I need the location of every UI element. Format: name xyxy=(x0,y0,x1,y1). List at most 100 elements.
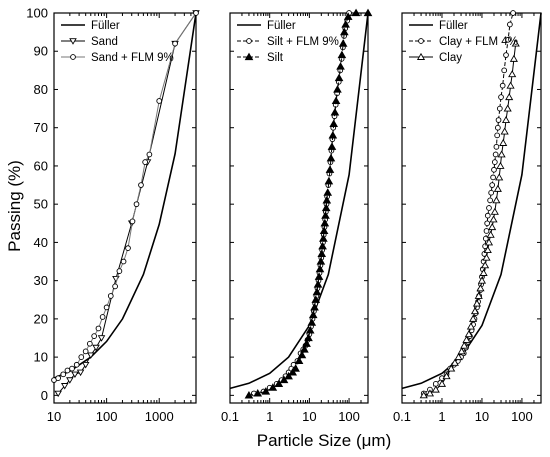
marker-shape xyxy=(91,333,98,339)
data-point xyxy=(107,293,114,299)
y-tick-label: 70 xyxy=(34,120,48,135)
data-point xyxy=(86,340,93,347)
marker-shape xyxy=(333,85,342,93)
legend-label: Silt + FLM 9% xyxy=(267,36,339,48)
data-point xyxy=(431,385,440,393)
data-point xyxy=(464,330,473,338)
data-point xyxy=(506,81,515,89)
marker-shape xyxy=(363,8,373,17)
marker-shape xyxy=(484,220,491,227)
data-point xyxy=(498,94,504,100)
data-point xyxy=(319,234,328,242)
marker-shape xyxy=(470,307,480,315)
data-point xyxy=(146,151,153,158)
data-point xyxy=(253,389,263,397)
marker-shape xyxy=(466,322,476,330)
y-tick-label: 80 xyxy=(34,82,48,97)
marker-shape xyxy=(491,166,497,173)
marker-shape xyxy=(326,153,336,162)
data-point xyxy=(103,304,110,311)
data-point xyxy=(363,8,373,17)
y-axis-label: Passing (%) xyxy=(5,160,24,252)
data-point xyxy=(495,117,502,123)
data-point xyxy=(503,52,509,58)
data-point xyxy=(125,245,131,251)
marker-shape xyxy=(307,318,317,326)
data-point xyxy=(479,268,488,276)
marker-shape xyxy=(483,245,492,254)
data-point xyxy=(324,176,334,185)
data-point xyxy=(95,325,102,332)
marker-shape xyxy=(508,70,517,78)
data-point xyxy=(500,127,509,135)
marker-shape xyxy=(507,21,513,28)
data-point xyxy=(330,108,340,116)
marker-shape xyxy=(490,207,499,215)
data-point xyxy=(486,230,495,238)
data-point xyxy=(490,207,499,215)
data-point xyxy=(297,350,307,359)
marker-shape xyxy=(442,372,451,380)
data-point xyxy=(477,276,487,284)
data-point xyxy=(304,333,313,342)
marker-shape xyxy=(71,371,79,379)
data-point xyxy=(97,335,106,342)
marker-shape xyxy=(321,211,330,219)
data-point xyxy=(491,159,498,165)
marker-shape xyxy=(107,293,114,299)
data-point xyxy=(291,364,300,372)
marker-shape xyxy=(328,130,338,139)
marker-shape xyxy=(66,377,74,384)
data-point xyxy=(489,182,496,188)
marker-shape xyxy=(86,340,93,347)
data-point xyxy=(86,352,95,359)
marker-shape xyxy=(489,215,498,223)
series-3 xyxy=(419,39,520,399)
marker-shape xyxy=(315,264,325,273)
data-point xyxy=(341,20,350,28)
marker-shape xyxy=(319,234,328,242)
data-point xyxy=(318,241,327,250)
data-point xyxy=(133,201,140,208)
data-point xyxy=(470,307,480,315)
data-point xyxy=(60,371,67,378)
series-line xyxy=(57,12,197,394)
marker-shape xyxy=(447,364,456,372)
marker-shape xyxy=(116,268,123,274)
marker-shape xyxy=(499,82,506,89)
marker-shape xyxy=(330,108,340,116)
marker-shape xyxy=(304,333,313,342)
data-point xyxy=(450,358,459,366)
marker-shape xyxy=(486,230,495,238)
y-tick-label: 0 xyxy=(41,388,48,403)
plot-frame xyxy=(229,12,369,404)
data-point xyxy=(331,96,341,105)
data-point xyxy=(472,299,482,307)
marker-shape xyxy=(76,369,85,377)
marker-shape xyxy=(460,341,469,349)
y-tick-label: 90 xyxy=(34,44,48,59)
marker-shape xyxy=(474,291,483,299)
data-point xyxy=(492,151,499,158)
data-point xyxy=(310,303,319,311)
panel-3: 0.1 1 10 100 Füller Clay + FLM 4% Clay xyxy=(393,10,542,424)
marker-shape xyxy=(311,295,321,303)
marker-shape xyxy=(146,151,153,158)
y-tick-label: 60 xyxy=(34,158,48,173)
marker-shape xyxy=(337,50,347,59)
marker-shape xyxy=(477,276,487,284)
marker-shape xyxy=(503,52,509,58)
marker-shape xyxy=(493,184,502,192)
data-point xyxy=(496,161,505,169)
marker-shape xyxy=(486,205,492,211)
series-3 xyxy=(244,8,373,399)
data-point xyxy=(343,12,353,20)
marker-shape xyxy=(95,325,102,332)
marker-shape xyxy=(73,361,80,368)
data-point xyxy=(337,50,347,59)
marker-shape xyxy=(336,62,345,70)
marker-shape xyxy=(501,67,508,74)
legend-label: Füller xyxy=(267,20,296,32)
data-point xyxy=(508,70,517,78)
data-point xyxy=(503,104,512,112)
